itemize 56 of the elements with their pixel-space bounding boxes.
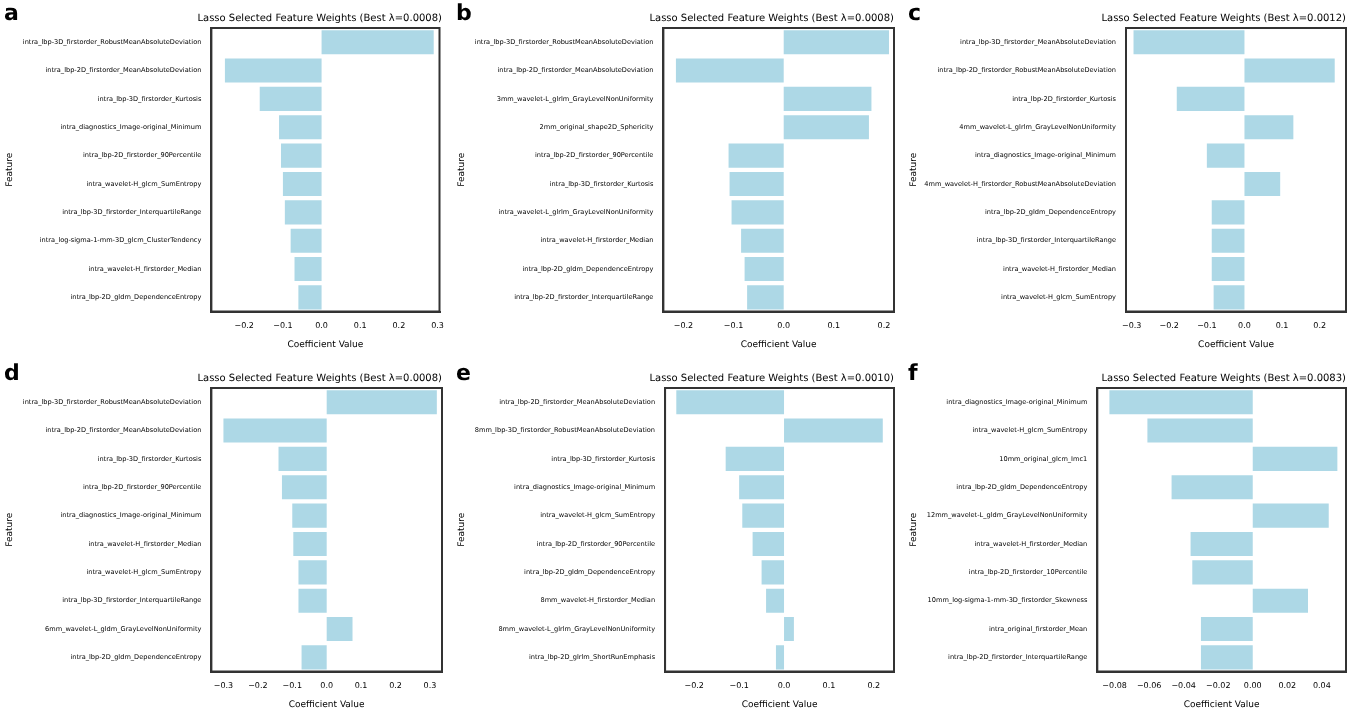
bar [728,143,784,168]
bar [675,58,784,83]
bar [1252,588,1309,613]
bar [747,285,784,310]
bar [752,531,785,557]
bar [1211,200,1245,225]
bar [292,503,327,528]
bar [1147,418,1253,443]
bar [298,588,327,613]
bar [676,390,785,415]
bar [784,418,883,443]
bar [281,475,327,500]
bar [1200,645,1253,670]
bar [223,418,327,443]
bar [1213,285,1245,310]
bar [1190,531,1253,557]
bar [1211,257,1245,282]
bar [1109,390,1253,415]
text: e [456,360,471,386]
bar [783,30,889,55]
bar [741,228,784,253]
bar [783,115,869,140]
bar [1176,86,1245,111]
bar [1252,446,1338,471]
bar [1244,171,1281,197]
bar [1211,228,1245,253]
text: a [4,0,19,26]
text: c [908,0,922,26]
text: b [456,0,472,26]
bar [742,503,785,528]
bar [326,390,437,415]
bar [298,560,327,585]
bar [1171,475,1253,500]
bar [784,617,794,642]
bar [1200,617,1253,642]
bar [729,171,784,197]
bar [1192,560,1253,585]
text: d [4,360,20,386]
bar [293,531,327,557]
bar [301,645,327,670]
text: f [908,360,918,386]
bar [1206,143,1245,168]
bar [326,617,353,642]
bar [739,475,785,500]
bar [761,560,785,585]
bar [731,200,784,225]
bar [725,446,785,471]
bar [1133,30,1245,55]
bar [1244,58,1335,83]
bar [783,86,872,111]
bar [1244,115,1294,140]
bar [766,588,785,613]
bar [1252,503,1329,528]
bar [278,446,327,471]
bar [775,645,785,670]
bar [744,257,784,282]
